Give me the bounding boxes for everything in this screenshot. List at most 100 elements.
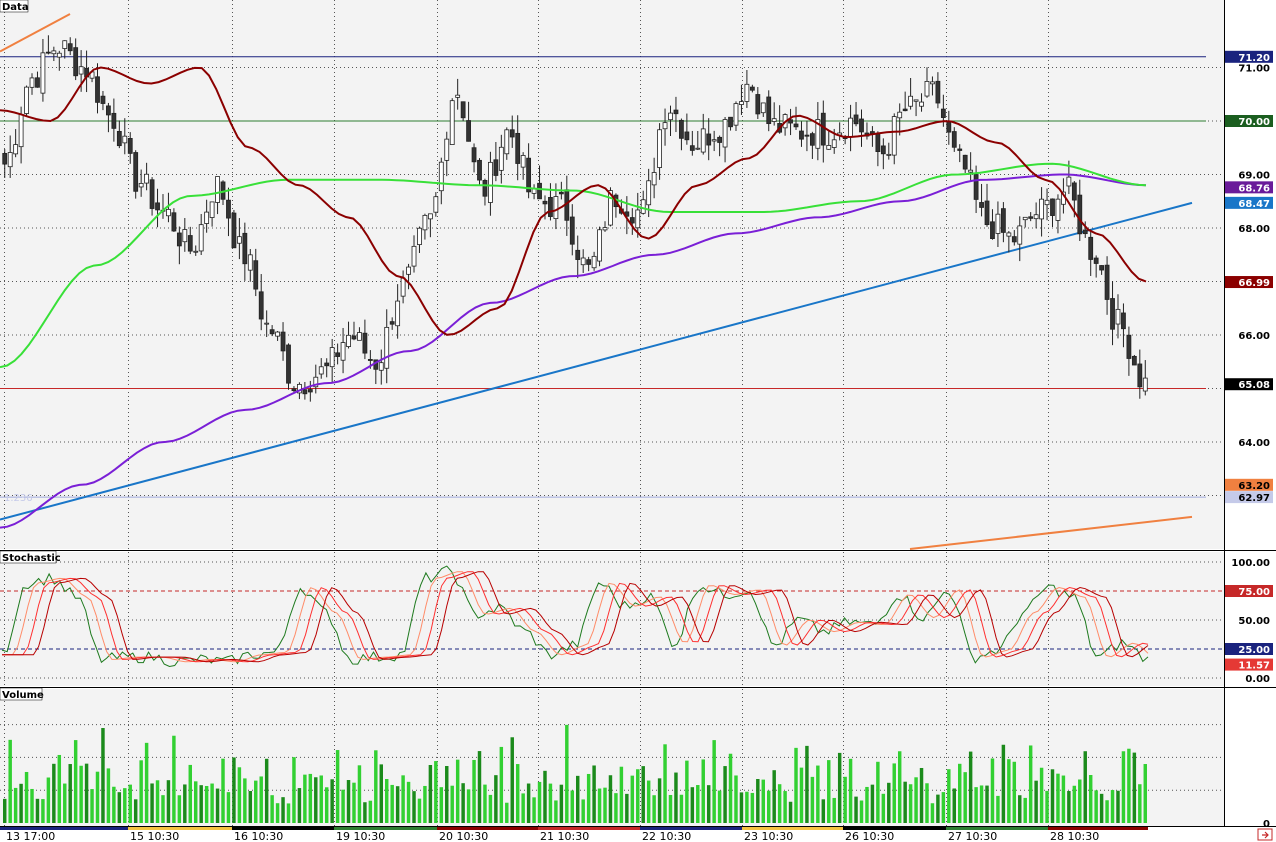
- candle-body: [269, 329, 275, 335]
- volume-bar: [73, 740, 78, 823]
- horizontal-lines: 1.236: [0, 56, 1224, 650]
- volume-bar: [363, 802, 367, 823]
- volume-bar: [499, 746, 504, 823]
- volume-bar: [308, 773, 313, 823]
- candle-body: [935, 80, 941, 104]
- candle-body: [646, 180, 652, 206]
- candle-body: [515, 132, 521, 164]
- volume-bar: [450, 785, 454, 823]
- volume-bar: [172, 735, 176, 823]
- volume-bar: [144, 742, 149, 823]
- volume-bar: [319, 775, 323, 823]
- volume-bar: [783, 791, 787, 823]
- candle-body: [384, 326, 390, 369]
- candle-body: [460, 101, 466, 119]
- candle-body: [826, 145, 832, 150]
- volume-bar: [177, 795, 182, 823]
- candle-body: [171, 212, 177, 232]
- candle-body: [204, 211, 210, 224]
- session-strip: [128, 827, 232, 830]
- volume-bar: [455, 759, 460, 823]
- candle-body: [711, 139, 717, 142]
- candle-body: [788, 119, 793, 124]
- volume-bar: [324, 787, 329, 823]
- candle-body: [640, 199, 646, 214]
- candle-body: [73, 47, 79, 77]
- volume-bar: [646, 780, 651, 823]
- candle-body: [897, 111, 903, 119]
- volume-bar: [619, 766, 624, 823]
- candle-body: [760, 102, 766, 114]
- volume-bar: [57, 754, 62, 823]
- candle-body: [733, 103, 739, 126]
- candle-body: [144, 173, 150, 184]
- volume-bar: [35, 798, 40, 823]
- candle-body: [155, 202, 160, 211]
- session-strip: [334, 827, 437, 830]
- volume-bar: [908, 784, 913, 823]
- volume-bar: [712, 740, 716, 823]
- right-axis-bg: [1224, 0, 1276, 842]
- candle-body: [493, 159, 499, 176]
- volume-bar: [636, 769, 640, 823]
- volume-bar: [865, 786, 869, 823]
- volume-bar: [827, 760, 831, 823]
- candle-body: [111, 112, 117, 129]
- volume-bar: [215, 788, 220, 823]
- volume-bar: [537, 781, 542, 823]
- volume-bar: [423, 785, 427, 823]
- trendline: [0, 201, 1193, 521]
- candle-body: [477, 159, 482, 181]
- volume-bar: [270, 795, 274, 823]
- price-tag-label: 70.00: [1238, 117, 1270, 128]
- candle-body: [226, 199, 231, 219]
- volume-bar: [133, 799, 138, 823]
- volume-bar: [8, 739, 12, 823]
- candle-body: [389, 321, 395, 325]
- volume-bar: [352, 782, 356, 823]
- candle-body: [45, 51, 51, 54]
- scroll-corner-icon[interactable]: [1257, 828, 1273, 841]
- volume-bar: [685, 760, 689, 823]
- volume-bar: [985, 785, 989, 823]
- candle-body: [351, 335, 357, 340]
- candle-body: [1104, 264, 1110, 300]
- y-tick-label: 64.00: [1238, 438, 1270, 449]
- volume-bar: [243, 778, 247, 823]
- candle-body: [1050, 198, 1055, 216]
- candle-body: [133, 152, 139, 192]
- candle-body: [67, 43, 73, 52]
- volume-bar: [739, 792, 744, 823]
- candle-body: [859, 118, 864, 133]
- volume-bar: [199, 785, 203, 823]
- candle-body: [482, 180, 488, 197]
- volume-bar: [1028, 745, 1033, 823]
- volume-bar: [445, 766, 449, 823]
- trendline: [0, 13, 71, 53]
- volume-bar: [717, 790, 722, 823]
- session-strip: [1048, 827, 1148, 830]
- y-tick-label: 0: [1263, 819, 1270, 830]
- price-tag: [1225, 378, 1273, 391]
- volume-pane-title: Volume: [2, 690, 44, 701]
- y-tick-label: 68.00: [1238, 224, 1270, 235]
- candle-body: [1142, 377, 1148, 392]
- moving-averages: [0, 66, 1147, 529]
- volume-bar: [466, 789, 471, 823]
- candle-body: [629, 217, 635, 224]
- candle-body: [444, 138, 450, 161]
- candle-body: [1006, 232, 1012, 237]
- candle-body: [56, 52, 62, 58]
- candle-body: [537, 182, 542, 200]
- price-tag: [1225, 181, 1273, 194]
- candle-body: [1055, 198, 1061, 221]
- volume-bar: [734, 775, 738, 823]
- volume-bar: [1110, 790, 1115, 823]
- sma-fast-line: [0, 66, 1147, 336]
- stochastic-pane-title: Stochastic: [2, 553, 61, 564]
- candle-body: [291, 388, 297, 392]
- price-tag: [1225, 658, 1273, 671]
- volume-bar: [84, 763, 89, 823]
- volume-bar: [297, 788, 302, 823]
- candle-body: [275, 331, 280, 337]
